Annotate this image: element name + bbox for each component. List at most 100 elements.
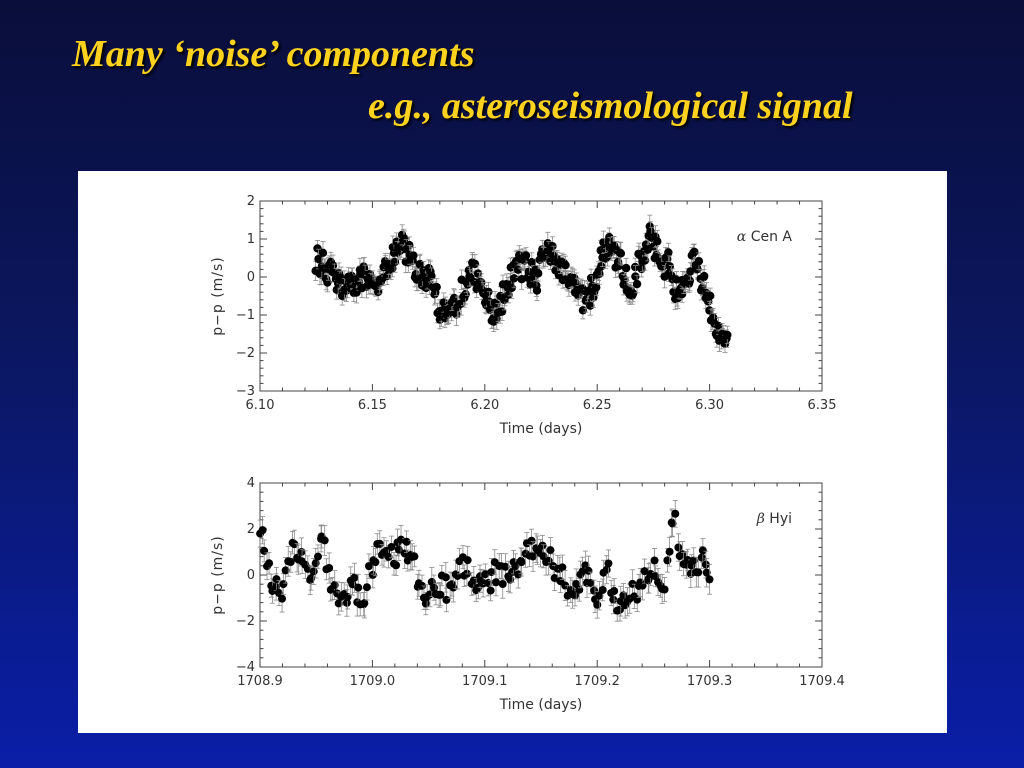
data-point <box>677 289 687 299</box>
x-tick-label: 6.15 <box>358 398 387 413</box>
y-tick-label: 1 <box>247 232 255 247</box>
data-point <box>279 580 288 589</box>
data-point <box>436 590 445 599</box>
series-label: α Cen A <box>737 229 793 245</box>
data-point <box>702 568 711 577</box>
data-point <box>595 269 604 278</box>
data-point <box>470 259 480 269</box>
y-tick-label: 0 <box>247 270 255 285</box>
data-point <box>368 570 377 579</box>
data-point <box>590 586 599 595</box>
data-point <box>592 283 601 292</box>
data-point <box>628 289 638 298</box>
data-point <box>354 583 363 592</box>
data-point <box>640 567 649 576</box>
data-point <box>665 262 674 271</box>
x-tick-label: 1709.2 <box>574 674 620 689</box>
data-point <box>402 537 411 546</box>
data-point <box>461 289 470 299</box>
data-point <box>387 542 396 551</box>
y-tick-label: −2 <box>236 346 255 361</box>
data-point <box>442 595 451 604</box>
data-point <box>701 560 710 569</box>
data-point <box>690 247 699 257</box>
data-point <box>571 591 580 600</box>
x-tick-label: 1708.9 <box>237 674 283 689</box>
data-points <box>311 214 732 353</box>
data-point <box>521 251 531 260</box>
data-point <box>511 562 520 571</box>
y-tick-label: 4 <box>247 476 255 491</box>
x-axis-label: Time (days) <box>499 421 583 437</box>
data-point <box>650 556 659 565</box>
data-point <box>705 575 714 584</box>
data-point <box>686 267 695 276</box>
data-point <box>297 547 306 556</box>
y-tick-label: −1 <box>236 308 255 323</box>
chart-1: 6.10 6.15 6.20 6.25 6.30 6.35 −3 −2 −1 0 1 2 Time (d… <box>210 194 836 437</box>
y-tick-label: −3 <box>236 384 255 399</box>
y-tick-label: −4 <box>236 660 255 675</box>
data-point <box>449 583 458 592</box>
data-point <box>689 556 698 565</box>
data-point <box>714 321 723 331</box>
data-point <box>653 237 662 246</box>
data-point <box>384 552 393 561</box>
data-point <box>697 553 706 562</box>
data-point <box>668 519 677 528</box>
data-point <box>610 587 619 596</box>
data-point <box>640 256 650 265</box>
data-point <box>575 585 584 594</box>
data-point <box>421 599 430 608</box>
series-symbol: β <box>756 511 770 527</box>
data-point <box>334 599 343 608</box>
data-point <box>593 600 602 609</box>
plot-frame <box>259 200 823 392</box>
figure-panel: 6.10 6.15 6.20 6.25 6.30 6.35 −3 −2 −1 0 1 2 Time (d… <box>78 171 947 733</box>
figure-svg: 6.10 6.15 6.20 6.25 6.30 6.35 −3 −2 −1 0 1 2 Time (d… <box>210 194 845 713</box>
data-point <box>527 536 536 545</box>
data-point <box>605 233 614 242</box>
data-point <box>584 566 593 575</box>
data-point <box>272 575 281 584</box>
data-point <box>685 276 695 285</box>
data-points <box>256 499 714 622</box>
data-point <box>498 580 507 589</box>
x-tick-label: 6.10 <box>246 398 275 413</box>
data-point <box>621 263 631 273</box>
data-point <box>350 573 359 582</box>
data-point <box>354 277 364 286</box>
data-point <box>318 248 328 258</box>
data-point <box>360 599 369 608</box>
data-point <box>527 258 537 267</box>
data-point <box>497 307 507 316</box>
data-point <box>409 251 418 260</box>
data-point <box>632 279 642 289</box>
data-point <box>660 585 669 594</box>
data-point <box>371 558 380 567</box>
y-tick-label: −2 <box>236 614 255 629</box>
data-point <box>534 269 543 278</box>
data-point <box>706 291 715 301</box>
data-point <box>700 271 709 281</box>
data-point <box>441 573 450 582</box>
slide-title: Many ‘noise’ components <box>72 33 475 75</box>
x-tick-label: 6.35 <box>808 398 837 413</box>
slide-subtitle: e.g., asteroseismological signal <box>368 85 853 127</box>
data-point <box>513 265 523 274</box>
y-axis-label: p−p (m/s) <box>210 256 226 336</box>
series-label: β Hyi <box>756 511 792 527</box>
data-point <box>278 594 287 603</box>
data-point <box>323 278 332 287</box>
data-point <box>325 563 334 572</box>
data-point <box>362 583 371 592</box>
data-point <box>332 285 341 295</box>
series-name: Cen A <box>751 229 793 245</box>
data-point <box>509 274 519 283</box>
data-point <box>330 581 339 590</box>
data-point <box>492 299 501 309</box>
x-tick-label: 1709.0 <box>350 674 396 689</box>
data-point <box>546 546 555 555</box>
data-point <box>528 552 537 561</box>
data-point <box>463 556 472 565</box>
